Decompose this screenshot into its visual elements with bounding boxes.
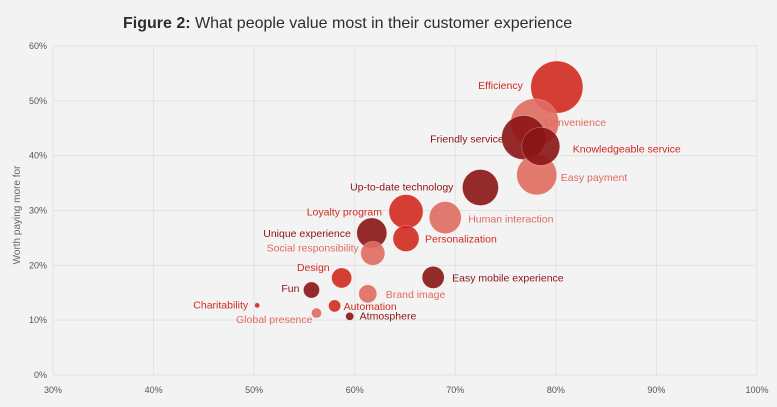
y-tick-label: 20% xyxy=(29,260,47,270)
data-point xyxy=(360,240,386,266)
point-label: Convenience xyxy=(545,117,606,129)
x-tick-label: 40% xyxy=(145,385,163,395)
point-label: Easy mobile experience xyxy=(452,272,564,284)
data-point xyxy=(303,281,320,299)
figure-title: Figure 2: What people value most in thei… xyxy=(123,15,572,33)
data-point xyxy=(311,307,322,319)
point-label: Personalization xyxy=(425,233,497,245)
data-point xyxy=(421,266,445,289)
point-labels: Efficiency Convenience Friendly service Kno… xyxy=(193,80,681,326)
y-tick-label: 50% xyxy=(29,96,47,106)
point-label: Global presence xyxy=(236,314,313,326)
x-tick-label: 50% xyxy=(245,385,263,395)
data-point xyxy=(462,169,499,206)
y-axis-label: Worth paying more for xyxy=(12,165,23,264)
point-label: Unique experience xyxy=(263,228,351,240)
figure-label: Figure 2: xyxy=(123,15,191,32)
point-label: Atmosphere xyxy=(360,310,417,322)
point-label: Friendly service xyxy=(430,134,504,146)
data-point xyxy=(254,302,260,309)
axis-ticks: 0% 10% 20% 30% 40% 50% 60% 30% 40% 50% 60% 70% 80% 90… xyxy=(29,41,769,395)
data-point xyxy=(331,267,352,289)
data-point xyxy=(521,127,561,166)
point-label: Human interaction xyxy=(468,214,553,226)
point-label: Charitability xyxy=(193,299,249,311)
y-tick-label: 60% xyxy=(29,41,47,51)
data-point xyxy=(392,225,420,252)
x-tick-label: 30% xyxy=(44,385,62,395)
data-points xyxy=(254,60,584,321)
x-tick-label: 100% xyxy=(745,385,768,395)
point-label: Up-to-date technology xyxy=(350,181,454,193)
point-label: Social responsibility xyxy=(267,242,360,254)
point-label: Easy payment xyxy=(561,172,628,184)
data-point xyxy=(328,299,341,313)
gridlines xyxy=(52,45,758,376)
data-point xyxy=(530,60,584,114)
y-tick-label: 10% xyxy=(29,315,47,325)
x-tick-label: 90% xyxy=(647,385,665,395)
x-tick-label: 60% xyxy=(346,385,364,395)
point-label: Fun xyxy=(281,283,299,295)
data-point xyxy=(345,312,354,321)
point-label: Loyalty program xyxy=(307,207,383,219)
data-point xyxy=(428,201,462,234)
figure-title-text: What people value most in their customer… xyxy=(195,15,573,32)
point-label: Design xyxy=(297,262,330,274)
point-label: Efficiency xyxy=(478,80,523,92)
point-label: Automation xyxy=(344,301,397,313)
point-label: Brand image xyxy=(386,289,446,301)
y-tick-label: 0% xyxy=(34,370,47,380)
x-tick-label: 80% xyxy=(547,385,565,395)
x-tick-label: 70% xyxy=(446,385,464,395)
point-label: Knowledgeable service xyxy=(573,143,681,155)
y-tick-label: 30% xyxy=(29,206,47,216)
data-point xyxy=(358,284,378,304)
data-point xyxy=(388,194,424,229)
y-tick-label: 40% xyxy=(29,151,47,161)
